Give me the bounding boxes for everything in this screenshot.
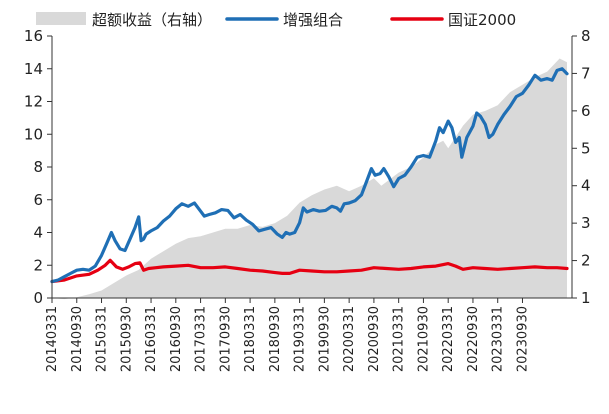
y-left-tick-label: 10 [24, 125, 43, 143]
y-right-tick-label: 6 [581, 102, 591, 120]
x-tick-label: 20160331 [144, 306, 159, 372]
x-tick-label: 20180930 [268, 306, 283, 372]
y-left-tick-label: 16 [24, 27, 43, 45]
x-tick-label: 20230930 [515, 306, 530, 372]
x-tick-label: 20210930 [416, 306, 431, 372]
y-right-tick-label: 4 [581, 177, 591, 195]
x-tick-label: 20170930 [218, 306, 233, 372]
legend-swatch-area [36, 12, 86, 25]
x-tick-label: 20200331 [342, 306, 357, 372]
x-tick-label: 20180331 [243, 306, 258, 372]
excess-return-area [52, 58, 567, 300]
x-tick-label: 20140331 [45, 306, 60, 372]
x-tick-label: 20210331 [392, 306, 407, 372]
y-left-tick-label: 8 [33, 158, 43, 176]
legend: 超额收益（右轴） 增强组合 国证2000 [36, 11, 516, 29]
x-tick-label: 20190331 [293, 306, 308, 372]
x-tick-label: 20150331 [95, 306, 110, 372]
y-left-tick-label: 2 [33, 256, 43, 274]
legend-label: 国证2000 [448, 11, 516, 29]
x-tick-label: 20170331 [194, 306, 209, 372]
legend-label: 增强组合 [283, 11, 343, 29]
x-tick-label: 20140930 [70, 306, 85, 372]
y-right-tick-label: 3 [581, 214, 591, 232]
y-right-tick-label: 5 [581, 139, 591, 157]
y-left-tick-label: 14 [24, 60, 43, 78]
excess-return-area-layer [52, 58, 567, 300]
y-left-tick-label: 12 [24, 93, 43, 111]
x-tick-label: 20190930 [317, 306, 332, 372]
legend-label: 超额收益（右轴） [92, 11, 212, 29]
x-tick-label: 20150930 [119, 306, 134, 372]
x-tick-label: 20220930 [466, 306, 481, 372]
line-layer [50, 67, 569, 284]
csi2000-index-line [50, 258, 569, 284]
x-tick-label: 20220331 [441, 306, 456, 372]
x-tick-label: 20200930 [367, 306, 382, 372]
y-right-tick-label: 8 [581, 27, 591, 45]
y-left-tick-label: 6 [33, 191, 43, 209]
y-right-tick-label: 1 [581, 289, 591, 307]
y-right-tick-label: 7 [581, 64, 591, 82]
y-left-tick-label: 0 [33, 289, 43, 307]
y-right-tick-label: 2 [581, 252, 591, 270]
x-tick-label: 20160930 [169, 306, 184, 372]
y-left-tick-label: 4 [33, 224, 43, 242]
enhanced-portfolio-line [50, 67, 569, 284]
x-tick-label: 20230331 [491, 306, 506, 372]
